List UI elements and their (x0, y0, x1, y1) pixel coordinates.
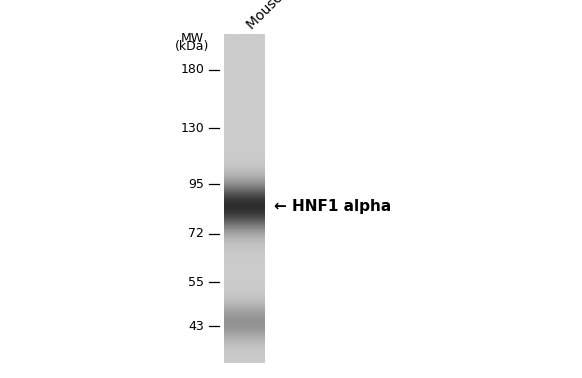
Text: 72: 72 (189, 227, 204, 240)
Text: 95: 95 (189, 178, 204, 191)
Text: ← HNF1 alpha: ← HNF1 alpha (274, 199, 391, 214)
Text: 55: 55 (189, 276, 204, 288)
Text: Mouse liver: Mouse liver (244, 0, 311, 32)
Text: 180: 180 (180, 64, 204, 76)
Text: 43: 43 (189, 319, 204, 333)
Text: MW: MW (180, 33, 204, 45)
Text: 130: 130 (180, 122, 204, 135)
Text: (kDa): (kDa) (175, 40, 210, 53)
